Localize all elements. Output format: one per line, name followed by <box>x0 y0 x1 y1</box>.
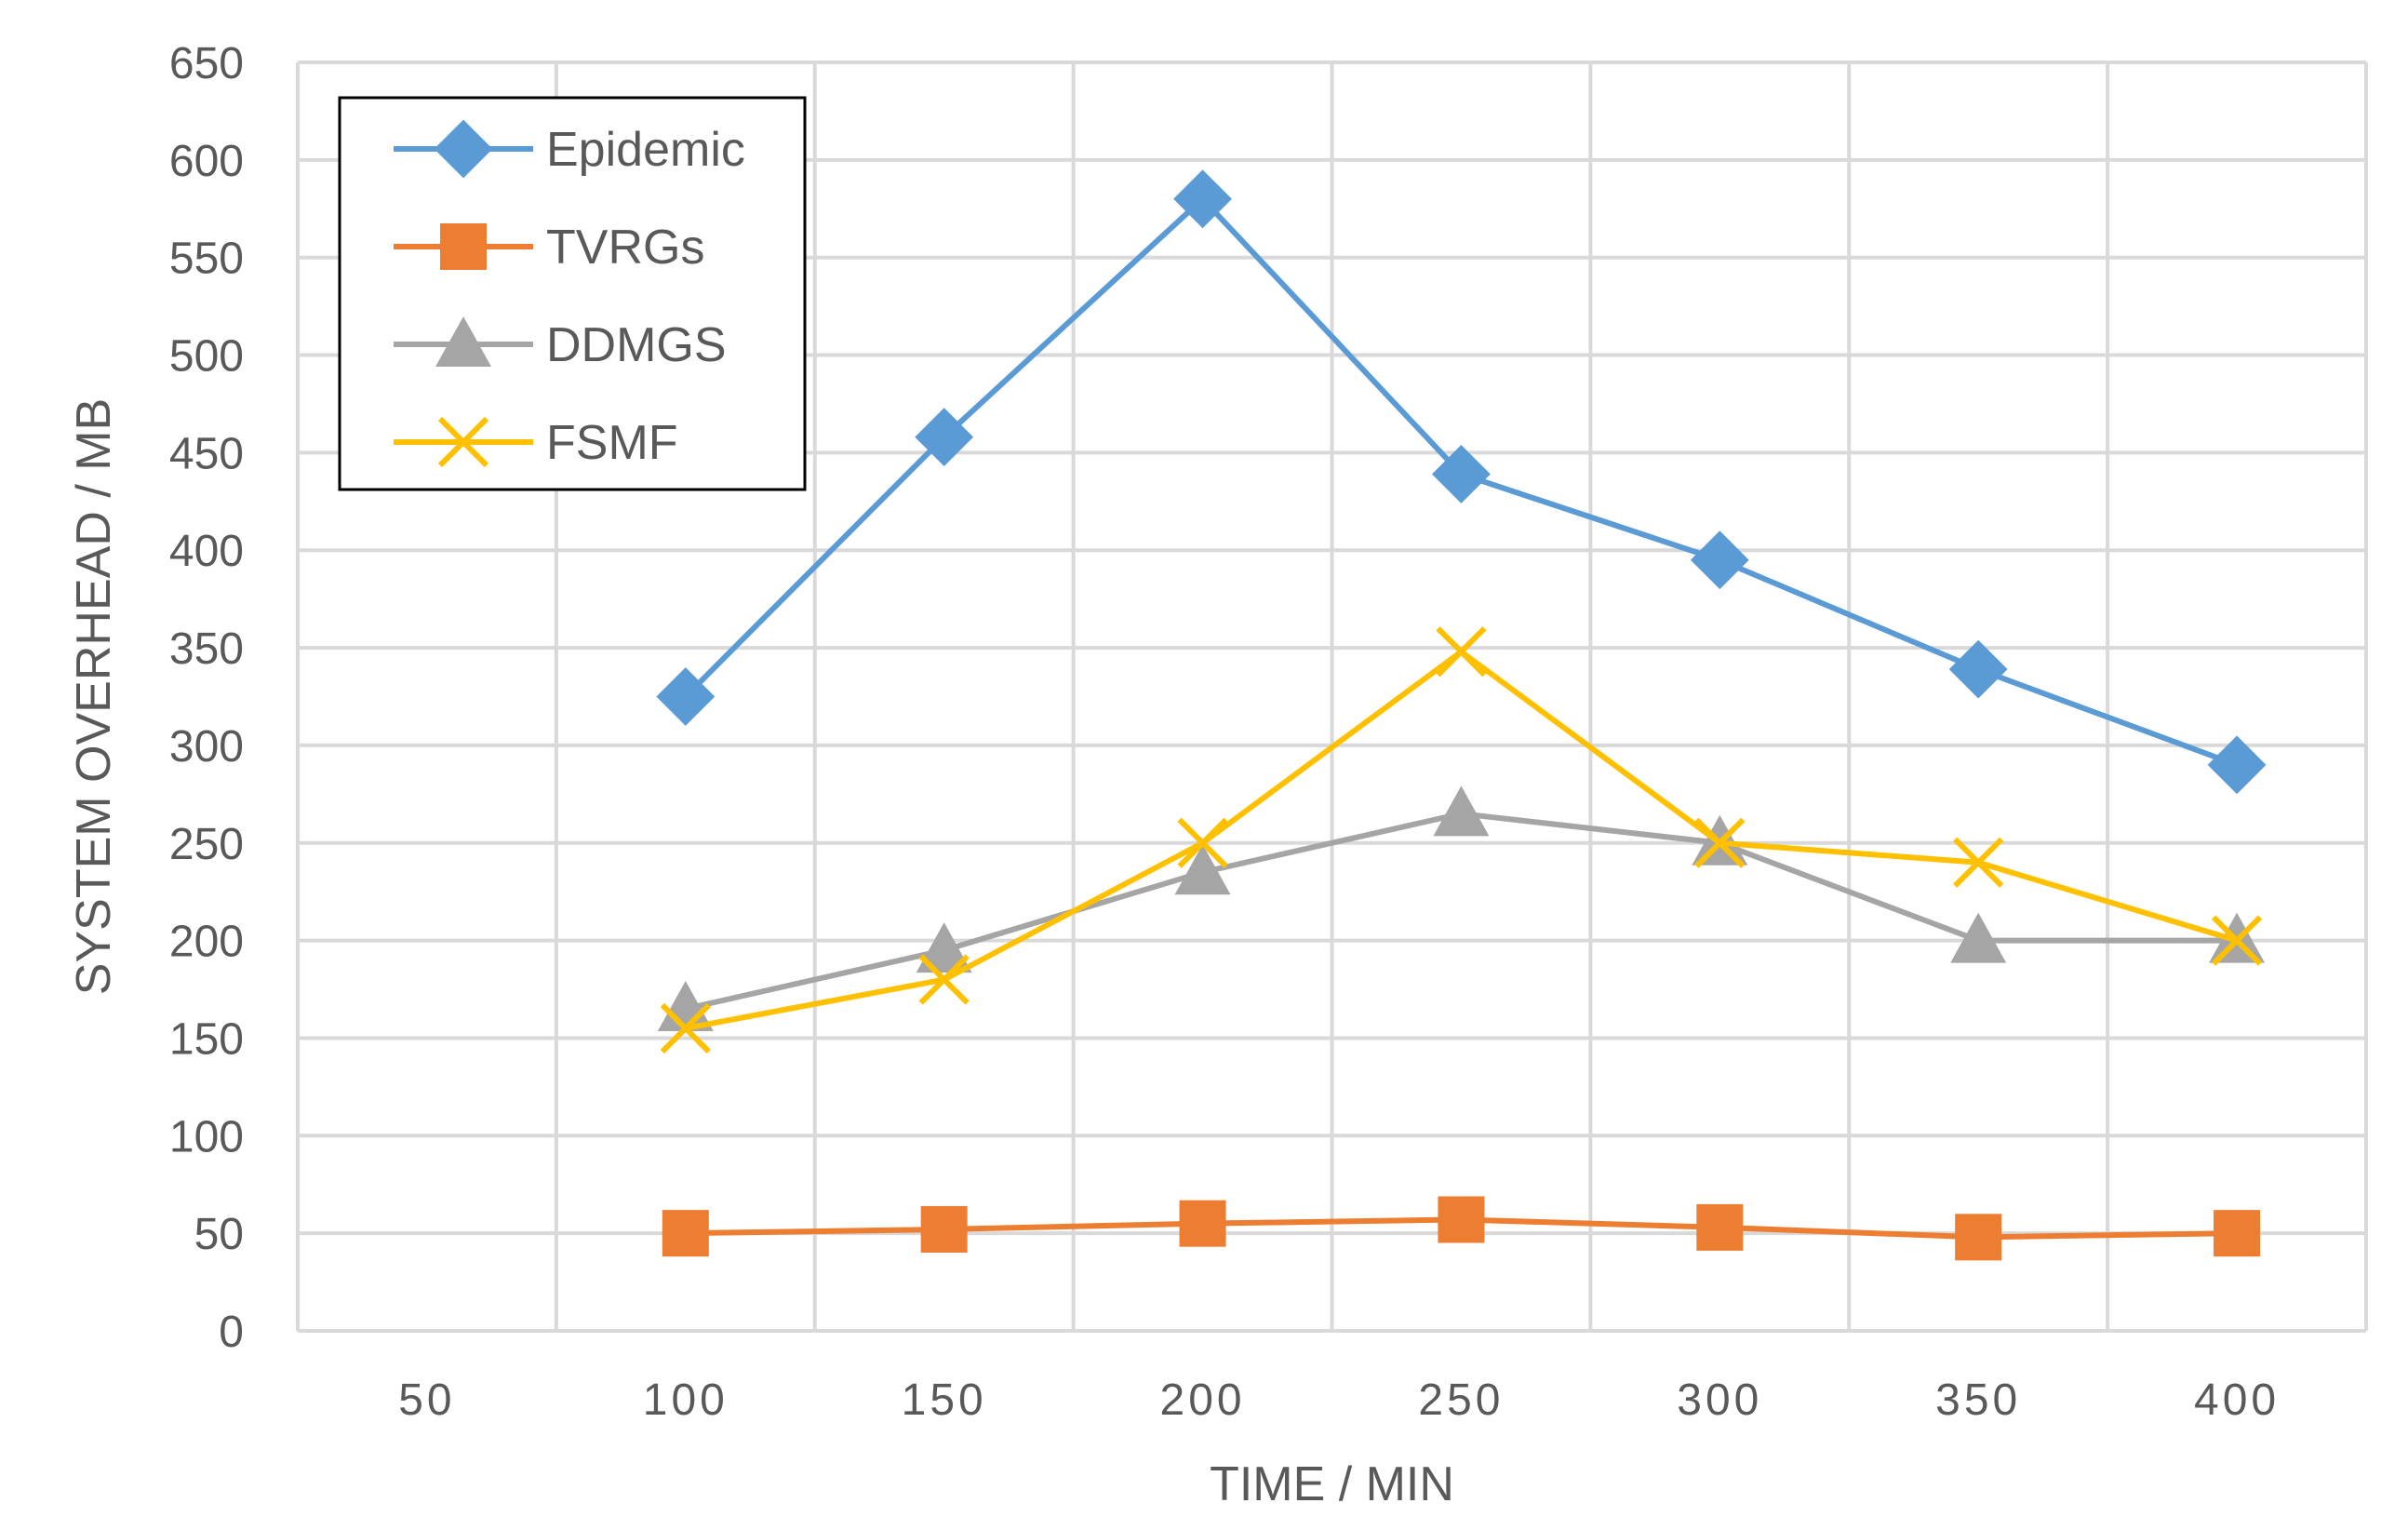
y-tick-label: 400 <box>169 527 244 576</box>
legend-item: DDMGS <box>394 316 727 372</box>
y-tick-label: 600 <box>169 137 244 186</box>
series-fsmf <box>660 626 2263 1054</box>
data-point <box>657 981 714 1032</box>
legend-label: FSMF <box>546 416 678 470</box>
legend-box <box>338 96 807 491</box>
legend-marker <box>434 119 493 179</box>
data-point <box>656 667 716 726</box>
data-point <box>662 1210 709 1257</box>
data-point <box>915 408 974 467</box>
y-axis-title: SYSTEM OVERHEAD / MB <box>67 398 121 995</box>
data-point <box>2207 735 2267 795</box>
data-point <box>1173 169 1232 229</box>
x-tick-label: 400 <box>2194 1376 2280 1425</box>
series-lines <box>656 169 2267 1261</box>
y-tick-label: 650 <box>169 39 244 88</box>
legend-item: Epidemic <box>394 119 745 179</box>
x-tick-label: 350 <box>1935 1376 2021 1425</box>
legend-marker <box>437 416 489 468</box>
axes: 0 50 100 150 200 250 300 350 400 450 500 550 600 650 5… <box>169 39 2280 1425</box>
series-tvrgs <box>662 1196 2261 1261</box>
y-tick-label: 250 <box>169 820 244 869</box>
data-point <box>920 1205 968 1253</box>
legend: Epidemic TVRGs DDMGS FSMF <box>338 96 807 491</box>
data-point <box>1953 837 2004 888</box>
data-point <box>2211 915 2263 966</box>
data-point <box>1694 817 1746 868</box>
data-point <box>1174 844 1231 895</box>
legend-item: FSMF <box>394 416 678 470</box>
x-tick-label: 250 <box>1418 1376 1504 1425</box>
data-point <box>1696 1203 1744 1251</box>
data-point <box>1432 445 1491 503</box>
x-tick-label: 300 <box>1677 1376 1762 1425</box>
data-point <box>1179 1200 1226 1247</box>
x-tick-label: 150 <box>902 1376 987 1425</box>
gridlines <box>296 60 2368 1333</box>
data-point <box>2214 1210 2261 1257</box>
y-tick-label: 550 <box>169 235 244 284</box>
y-tick-label: 200 <box>169 918 244 967</box>
x-tick-label: 50 <box>398 1376 455 1425</box>
legend-item: TVRGs <box>394 221 704 275</box>
data-point <box>1948 639 2008 699</box>
data-point <box>1950 912 2007 963</box>
legend-label: TVRGs <box>546 221 704 275</box>
x-tick-label: 200 <box>1160 1376 1246 1425</box>
x-axis-title: TIME / MIN <box>1210 1457 1454 1511</box>
x-tick-label: 100 <box>643 1376 729 1425</box>
y-tick-label: 500 <box>169 332 244 382</box>
series-epidemic <box>656 169 2267 795</box>
y-tick-label: 350 <box>169 624 244 674</box>
legend-marker <box>440 223 487 270</box>
data-point <box>1690 530 1749 590</box>
data-point <box>1955 1214 2002 1261</box>
data-point <box>916 922 972 973</box>
legend-label: Epidemic <box>546 123 745 177</box>
data-point <box>660 1002 711 1054</box>
data-point <box>918 954 970 1005</box>
data-point <box>1177 817 1228 868</box>
y-tick-label: 450 <box>169 429 244 478</box>
y-tick-label: 300 <box>169 722 244 772</box>
data-point <box>1436 626 1487 678</box>
y-tick-label: 50 <box>194 1210 244 1259</box>
data-point <box>1438 1196 1485 1243</box>
data-point <box>1433 785 1490 837</box>
legend-label: DDMGS <box>546 318 727 372</box>
y-tick-label: 0 <box>219 1308 244 1357</box>
y-tick-label: 150 <box>169 1014 244 1064</box>
legend-marker <box>435 316 491 367</box>
y-tick-label: 100 <box>169 1112 244 1161</box>
